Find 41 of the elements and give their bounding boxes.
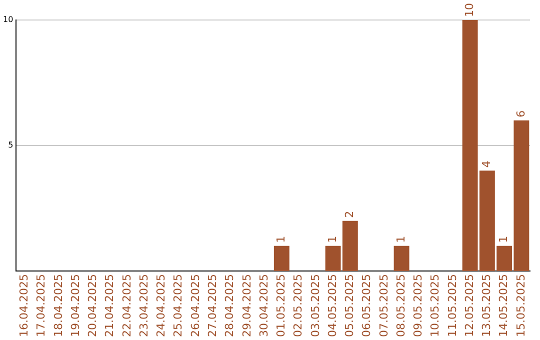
- x-tick-label: 23.04.2025: [137, 274, 150, 338]
- x-tick-label: 10.05.2025: [428, 274, 442, 338]
- x-tick-label: 21.04.2025: [103, 274, 116, 338]
- x-tick-label: 30.04.2025: [257, 274, 270, 338]
- x-tick-label: 07.05.2025: [377, 274, 390, 338]
- x-tick-label: 26.04.2025: [188, 274, 202, 338]
- data-label: 1: [274, 236, 288, 243]
- x-tick-label: 02.05.2025: [292, 274, 305, 338]
- x-tick-label: 06.05.2025: [360, 274, 374, 338]
- x-tick-label: 27.04.2025: [206, 274, 220, 338]
- x-tick-label: 28.04.2025: [223, 274, 236, 338]
- x-tick-label: 22.04.2025: [120, 274, 134, 338]
- data-label: 1: [326, 236, 339, 243]
- x-tick-label: 15.05.2025: [514, 274, 528, 338]
- x-tick-label: 12.05.2025: [462, 274, 476, 338]
- x-tick-label: 17.04.2025: [34, 274, 48, 338]
- x-tick-label: 01.05.2025: [274, 274, 288, 338]
- x-tick-label: 25.04.2025: [172, 274, 185, 338]
- y-tick-label: 5: [8, 140, 14, 150]
- x-tick-label: 29.04.2025: [240, 274, 254, 338]
- x-tick-label: 20.04.2025: [86, 274, 100, 338]
- bar: [394, 246, 410, 272]
- x-tick-label: 14.05.2025: [497, 274, 510, 338]
- x-tick-label: 11.05.2025: [446, 274, 459, 338]
- data-label: 6: [514, 110, 528, 118]
- data-label: 1: [497, 236, 510, 243]
- x-tick-label: 09.05.2025: [412, 274, 425, 338]
- data-label: 10: [462, 3, 476, 17]
- data-label: 1: [394, 236, 408, 243]
- x-tick-label: 18.04.2025: [52, 274, 65, 338]
- bar: [274, 246, 290, 272]
- x-tick-label: 24.04.2025: [154, 274, 168, 338]
- x-tick-label: 04.05.2025: [326, 274, 339, 338]
- data-label: 4: [480, 160, 494, 168]
- x-tick-label: 05.05.2025: [343, 274, 356, 338]
- data-label: 2: [343, 210, 356, 218]
- x-tick-label: 08.05.2025: [394, 274, 408, 338]
- x-tick-label: 16.04.2025: [18, 274, 31, 338]
- x-tick-label: 13.05.2025: [480, 274, 494, 338]
- x-tick-label: 03.05.2025: [308, 274, 322, 338]
- x-tick-label: 19.04.2025: [68, 274, 82, 338]
